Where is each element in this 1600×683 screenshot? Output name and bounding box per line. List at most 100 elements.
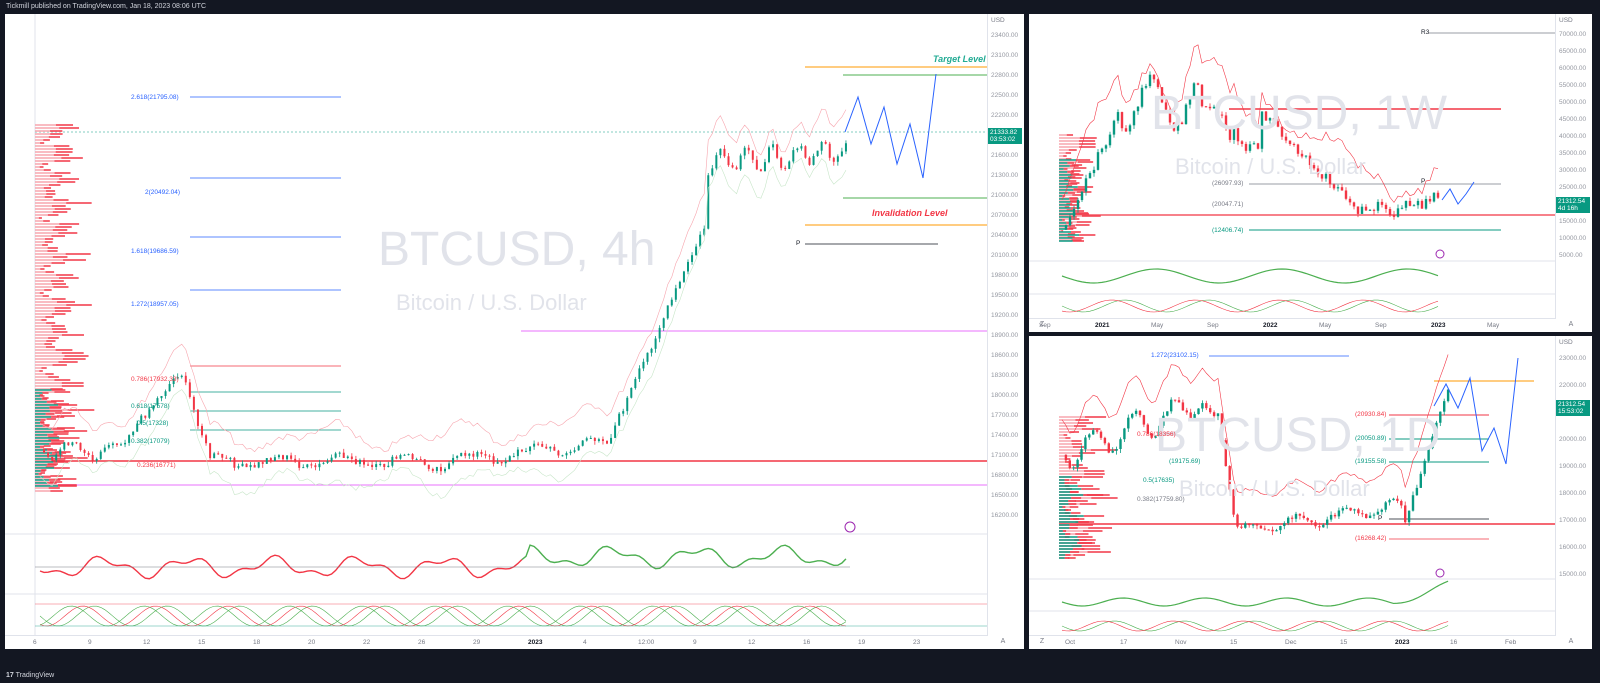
- candle-body: [561, 455, 564, 457]
- candle-body: [1424, 198, 1428, 209]
- price-axis[interactable]: USD 23000.0022000.0021000.0020000.001900…: [1555, 336, 1592, 649]
- candle-body: [1310, 520, 1313, 523]
- volume-profile-bar: [35, 145, 54, 147]
- candle-body: [772, 144, 775, 148]
- candle-body: [1152, 74, 1156, 80]
- volume-profile-bar: [1059, 443, 1072, 445]
- auto-scale-button[interactable]: A: [1000, 638, 1006, 645]
- chart-panel-4h[interactable]: BTCUSD, 4h Bitcoin / U.S. Dollar 2.618(2…: [5, 14, 1024, 649]
- volume-profile-bar: [1059, 198, 1070, 200]
- volume-profile-bar: [35, 133, 51, 135]
- candle-body: [549, 446, 552, 449]
- volume-profile-bar: [1059, 539, 1080, 541]
- volume-profile-bar: [1059, 461, 1066, 463]
- candle-body: [1176, 122, 1180, 131]
- candle-body: [257, 462, 260, 468]
- volume-profile-bar: [49, 175, 63, 177]
- candle-body: [338, 452, 341, 454]
- candle-body: [565, 453, 568, 456]
- volume-profile-bar: [35, 358, 63, 360]
- candle-body: [1072, 467, 1075, 469]
- candle-body: [1353, 509, 1356, 511]
- candle-body: [358, 459, 361, 464]
- candle-body: [703, 228, 706, 235]
- volume-profile-bar: [43, 265, 51, 267]
- candle-body: [1380, 201, 1384, 205]
- volume-profile-bar: [35, 473, 39, 475]
- volume-profile-bar: [35, 283, 53, 285]
- auto-scale-button[interactable]: A: [1568, 321, 1574, 328]
- volume-profile-bar: [35, 154, 54, 156]
- price-axis[interactable]: USD 70000.00 65000.00 60000.00 55000.00 5000…: [1555, 14, 1592, 332]
- candle-body: [1095, 430, 1099, 432]
- candle-body: [1329, 514, 1333, 520]
- volume-profile-bar: [1059, 186, 1078, 188]
- candle-body: [423, 459, 426, 465]
- chart-panel-1w[interactable]: BTCUSD, 1W Bitcoin / U.S. Dollar R3 (260…: [1029, 14, 1592, 332]
- volume-profile-bar: [51, 235, 65, 237]
- zoom-button[interactable]: Z: [1039, 638, 1045, 645]
- candle-body: [1212, 412, 1216, 417]
- candle-body: [302, 467, 305, 469]
- volume-profile-bar: [35, 425, 43, 427]
- volume-profile-bar: [1083, 494, 1104, 496]
- volume-profile-bar: [35, 385, 62, 387]
- candle-body: [1412, 205, 1416, 207]
- volume-profile-bar: [35, 193, 47, 195]
- volume-profile-bar: [51, 458, 66, 460]
- volume-profile-bar: [35, 322, 47, 324]
- price-axis[interactable]: USD 23400.00 23100.00 22800.00 22500.00 2220…: [987, 14, 1024, 649]
- candle-body: [322, 462, 325, 464]
- volume-profile-bar: [43, 445, 51, 447]
- candle-body: [545, 446, 548, 449]
- candle-body: [1158, 425, 1161, 437]
- candle-body: [537, 443, 540, 445]
- time-axis[interactable]: 6 9 12 15 18 20 22 26 29 2023 4 12:00 9 12 16 19 23: [5, 635, 988, 649]
- auto-scale-button[interactable]: A: [1568, 638, 1574, 645]
- chart-canvas-4h[interactable]: [5, 14, 1024, 649]
- candle-body: [1446, 389, 1450, 402]
- candle-body: [1252, 143, 1256, 145]
- volume-profile-bar: [1059, 146, 1080, 148]
- volume-profile-bar: [1088, 527, 1113, 529]
- volume-profile-bar: [54, 310, 72, 312]
- candle-body: [1188, 98, 1192, 105]
- candle-body: [168, 384, 171, 392]
- volume-profile-bar: [41, 367, 47, 369]
- candle-body: [1260, 111, 1264, 149]
- candle-body: [1116, 112, 1120, 121]
- volume-profile-bar: [42, 392, 49, 394]
- chart-canvas-1d[interactable]: [1029, 336, 1592, 649]
- volume-profile-bar: [35, 370, 40, 372]
- time-axis[interactable]: Sep 2021 May Sep 2022 May Sep 2023 May: [1029, 318, 1556, 332]
- volume-profile-bar: [1083, 476, 1104, 478]
- candle-body: [569, 451, 572, 454]
- candle-body: [1333, 514, 1337, 517]
- time-axis[interactable]: Oct 17 Nov 15 Dec 15 2023 16 Feb: [1029, 635, 1556, 649]
- fib-label: 0.236(16771): [137, 462, 176, 469]
- volume-profile-bar: [61, 334, 84, 336]
- chart-canvas-1w[interactable]: [1029, 14, 1592, 332]
- volume-profile-bar: [35, 407, 50, 409]
- volume-profile-bar: [35, 461, 54, 463]
- chart-panel-1d[interactable]: BTCUSD, 1D Bitcoin / U.S. Dollar 1.272(2…: [1029, 336, 1592, 649]
- candle-body: [784, 167, 787, 169]
- volume-profile-bar: [1070, 201, 1080, 203]
- volume-profile-bar: [1067, 162, 1075, 164]
- candle-body: [1156, 79, 1160, 88]
- candle-body: [674, 288, 677, 300]
- volume-profile-bar: [1064, 557, 1070, 559]
- volume-profile-bar: [52, 328, 66, 330]
- candle-body: [1322, 524, 1325, 528]
- volume-profile-bar: [43, 476, 51, 478]
- candle-body: [1168, 109, 1172, 123]
- volume-profile-bar: [1062, 530, 1067, 532]
- price-tick-label: 45000.00: [1559, 116, 1587, 123]
- volume-profile-bar: [50, 400, 64, 402]
- volume-profile-bar: [1059, 194, 1073, 196]
- candle-body: [334, 453, 337, 458]
- volume-profile-bar: [35, 443, 50, 445]
- volume-profile-bar: [35, 184, 49, 186]
- zoom-button[interactable]: Z: [1039, 321, 1045, 328]
- volume-profile-bar: [35, 214, 48, 216]
